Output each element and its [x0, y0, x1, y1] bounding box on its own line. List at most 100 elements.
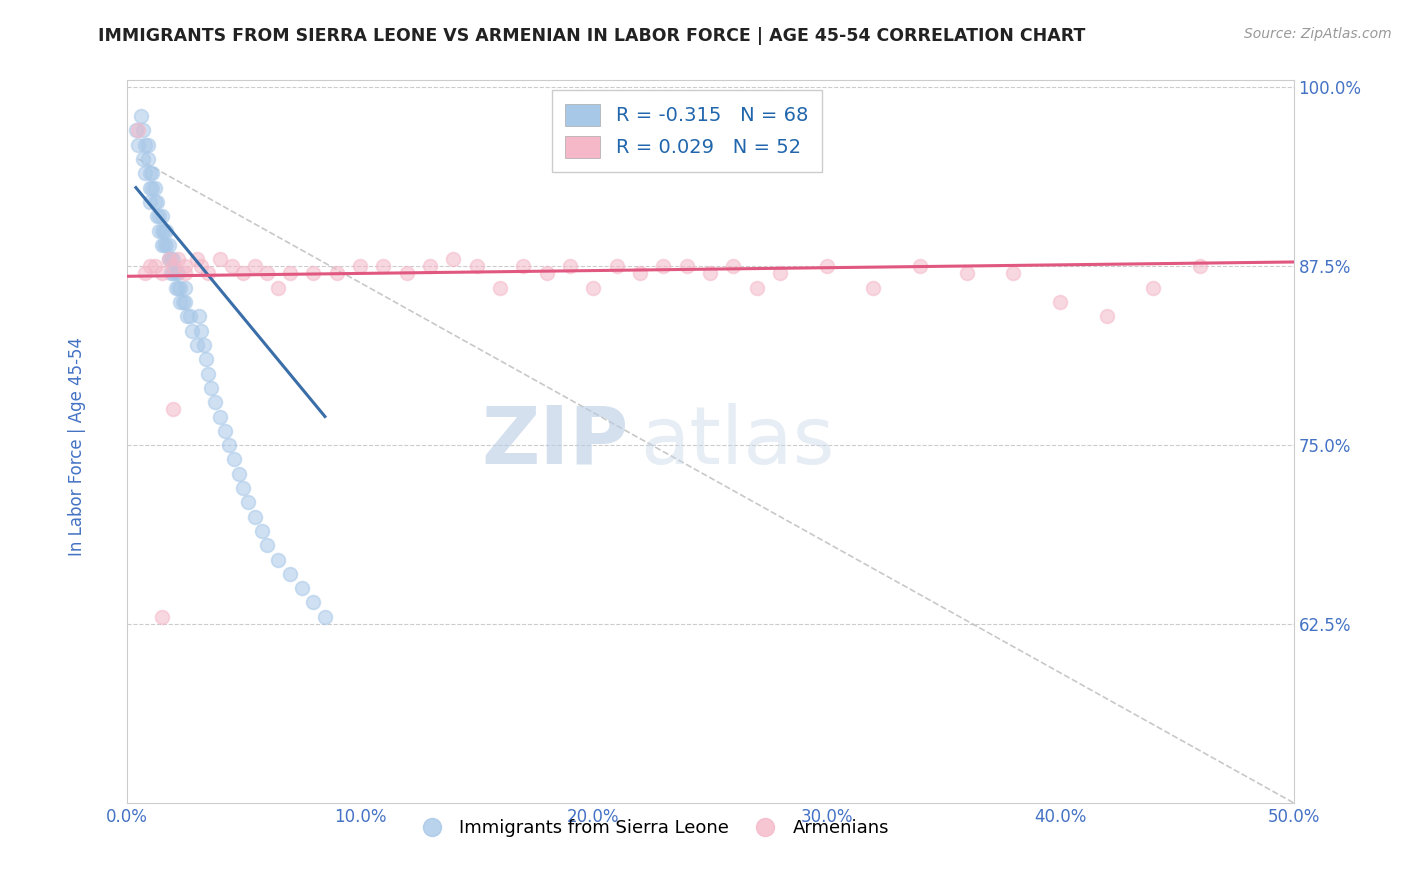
Point [278, 566, 301, 581]
Point [218, 438, 240, 452]
Point [956, 267, 979, 281]
Point [143, 180, 166, 194]
Point [723, 260, 745, 274]
Point [197, 267, 219, 281]
Point [143, 194, 166, 209]
Point [908, 260, 931, 274]
Point [153, 237, 176, 252]
Point [699, 267, 721, 281]
Point [243, 260, 266, 274]
Point [150, 609, 173, 624]
Point [186, 252, 208, 266]
Point [267, 552, 290, 566]
Point [349, 260, 371, 274]
Point [606, 260, 628, 274]
Point [174, 260, 197, 274]
Point [155, 223, 177, 237]
Point [314, 609, 336, 624]
Point [150, 267, 173, 281]
Point [176, 310, 198, 324]
Point [136, 152, 159, 166]
Point [132, 123, 155, 137]
Point [186, 338, 208, 352]
Point [236, 495, 259, 509]
Point [1142, 281, 1164, 295]
Point [157, 252, 180, 266]
Point [157, 237, 180, 252]
Point [150, 237, 173, 252]
Point [143, 260, 166, 274]
Point [150, 209, 173, 223]
Point [193, 338, 215, 352]
Text: In Labor Force | Age 45-54: In Labor Force | Age 45-54 [69, 336, 86, 556]
Point [150, 223, 173, 237]
Point [256, 267, 278, 281]
Point [162, 267, 184, 281]
Point [204, 395, 226, 409]
Point [174, 267, 197, 281]
Point [169, 295, 191, 310]
Point [232, 267, 254, 281]
Point [167, 281, 190, 295]
Point [146, 194, 169, 209]
Point [208, 409, 231, 424]
Point [169, 281, 191, 295]
Point [267, 281, 290, 295]
Point [172, 295, 194, 310]
Point [256, 538, 278, 552]
Point [125, 123, 148, 137]
Point [465, 260, 488, 274]
Point [134, 267, 156, 281]
Point [174, 281, 197, 295]
Point [1002, 267, 1025, 281]
Point [139, 180, 162, 194]
Point [745, 281, 768, 295]
Point [512, 260, 534, 274]
Point [582, 281, 605, 295]
Point [222, 452, 245, 467]
Point [155, 237, 177, 252]
Point [136, 137, 159, 152]
Point [1095, 310, 1118, 324]
Point [675, 260, 697, 274]
Point [187, 310, 209, 324]
Text: ZIP: ZIP [481, 402, 628, 481]
Legend: Immigrants from Sierra Leone, Armenians: Immigrants from Sierra Leone, Armenians [408, 812, 896, 845]
Point [134, 166, 156, 180]
Point [208, 252, 231, 266]
Point [174, 295, 197, 310]
Point [373, 260, 395, 274]
Point [190, 324, 212, 338]
Point [148, 223, 170, 237]
Text: IMMIGRANTS FROM SIERRA LEONE VS ARMENIAN IN LABOR FORCE | AGE 45-54 CORRELATION : IMMIGRANTS FROM SIERRA LEONE VS ARMENIAN… [98, 27, 1085, 45]
Point [243, 509, 266, 524]
Point [127, 137, 149, 152]
Point [395, 267, 418, 281]
Point [250, 524, 273, 538]
Point [769, 267, 792, 281]
Point [157, 252, 180, 266]
Point [221, 260, 243, 274]
Point [160, 252, 183, 266]
Point [1189, 260, 1212, 274]
Point [190, 260, 212, 274]
Point [139, 194, 162, 209]
Point [141, 166, 163, 180]
Point [180, 324, 202, 338]
Point [862, 281, 884, 295]
Point [815, 260, 838, 274]
Point [179, 310, 201, 324]
Point [146, 209, 169, 223]
Point [153, 223, 176, 237]
Point [652, 260, 675, 274]
Point [148, 209, 170, 223]
Point [139, 260, 162, 274]
Point [232, 481, 254, 495]
Point [162, 260, 184, 274]
Point [141, 180, 163, 194]
Point [558, 260, 581, 274]
Point [628, 267, 651, 281]
Point [132, 152, 155, 166]
Point [129, 109, 152, 123]
Point [290, 581, 312, 595]
